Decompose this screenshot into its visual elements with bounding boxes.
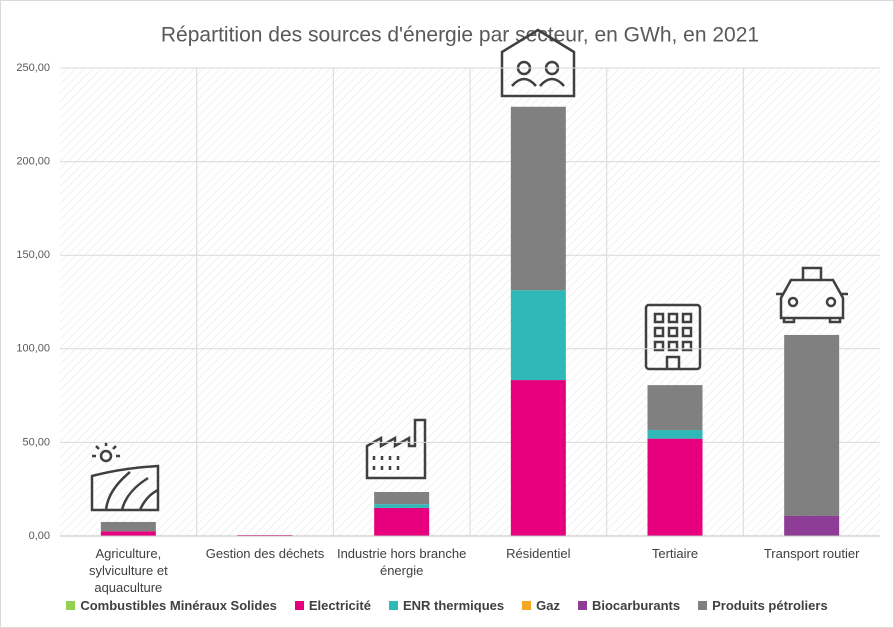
legend-label: Gaz [536, 598, 560, 613]
legend-label: Electricité [308, 598, 371, 613]
x-tick-label: Transport routier [763, 546, 860, 561]
icon-car [776, 266, 848, 324]
bar-segment [100, 531, 156, 536]
legend-item: Combustibles Minéraux Solides [66, 598, 277, 613]
y-tick-label: 50,00 [22, 436, 50, 448]
bar-segment [647, 438, 703, 536]
y-tick-label: 100,00 [16, 343, 50, 355]
legend-label: Produits pétroliers [712, 598, 828, 613]
legend-swatch [577, 601, 587, 610]
legend-item: ENR thermiques [388, 598, 505, 613]
bar-segment [100, 521, 156, 532]
bar-segment [510, 106, 566, 291]
x-tick-label: Résidentiel [506, 546, 571, 561]
legend-swatch [388, 601, 398, 610]
x-tick-label: Gestion des déchets [205, 546, 325, 561]
x-tick-label: Tertiaire [651, 546, 699, 561]
y-tick-label: 0,00 [29, 530, 50, 542]
chart-title: Répartition des sources d'énergie par se… [161, 24, 759, 47]
bar-segment [510, 290, 566, 381]
bar-segment [374, 507, 430, 536]
legend-swatch [294, 601, 304, 610]
bar-segment [647, 430, 703, 439]
icon-factory [365, 418, 427, 480]
bar-segment [374, 504, 430, 508]
bar-segment [784, 334, 840, 516]
y-tick-label: 150,00 [16, 249, 50, 261]
legend-swatch [698, 601, 708, 610]
legend-item: Biocarburants [577, 598, 681, 613]
x-tick-label: Agriculture, sylviculture et aquaculture [88, 546, 168, 595]
y-tick-label: 200,00 [16, 156, 50, 168]
bar-segment [510, 380, 566, 536]
bar-segment [784, 515, 840, 536]
legend-item: Electricité [294, 598, 371, 613]
legend-label: Biocarburants [591, 598, 681, 613]
legend: Combustibles Minéraux Solides Electricité… [0, 598, 894, 613]
legend-label: Combustibles Minéraux Solides [80, 598, 277, 613]
legend-swatch [522, 601, 532, 610]
icon-building [644, 303, 702, 371]
legend-label: ENR thermiques [402, 598, 505, 613]
y-tick-label: 250,00 [16, 62, 50, 74]
x-tick-label: Industrie hors branche énergie [336, 546, 467, 578]
bar-segment [647, 385, 703, 431]
icon-field [90, 442, 160, 512]
bar-segment [374, 492, 430, 505]
legend-item: Gaz [522, 598, 560, 613]
legend-swatch [66, 601, 76, 610]
legend-item: Produits pétroliers [698, 598, 828, 613]
